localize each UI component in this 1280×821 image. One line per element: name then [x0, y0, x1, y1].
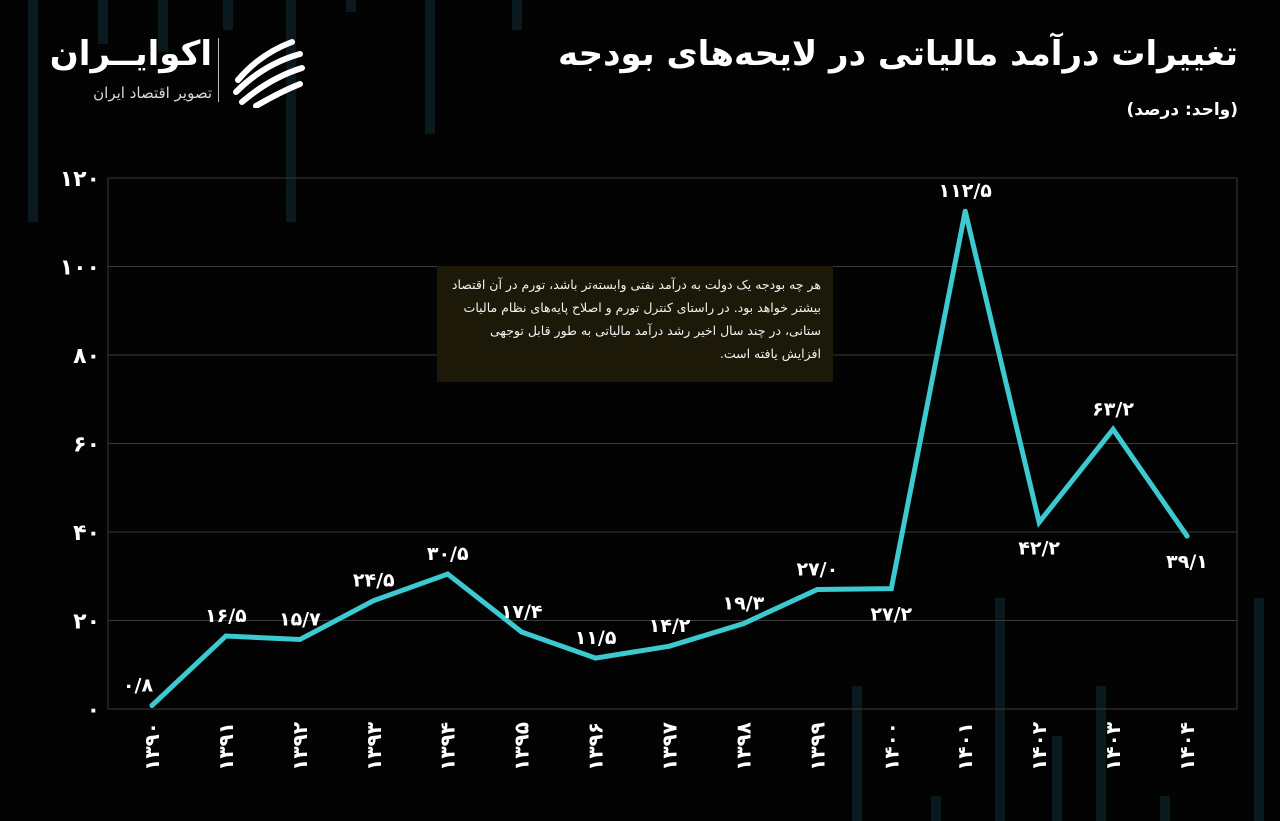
data-point: [740, 621, 746, 627]
data-point: [667, 643, 672, 649]
x-tick-label: ۱۴۰۱: [953, 722, 977, 771]
x-tick-label: ۱۳۹۲: [288, 722, 312, 771]
data-label: ۶۳/۲: [1092, 398, 1134, 420]
x-tick-label: ۱۴۰۳: [1101, 722, 1125, 771]
data-point: [371, 598, 377, 604]
data-point: [1036, 519, 1042, 525]
data-point: [962, 208, 968, 214]
x-tick-label: ۱۳۹۱: [214, 722, 238, 771]
data-point: [297, 637, 303, 643]
data-point: [223, 633, 229, 639]
data-point: [888, 586, 894, 592]
data-point: [1110, 426, 1116, 432]
data-point: [445, 571, 451, 577]
background-bar: [852, 686, 862, 821]
background-bar: [1096, 686, 1106, 821]
unit-label: (واحد: درصد): [1126, 100, 1238, 120]
background-bar: [931, 796, 941, 821]
x-tick-label: ۱۳۹۰: [140, 722, 164, 771]
data-label: ۴۲/۲: [1018, 537, 1060, 559]
x-tick-label: ۱۳۹۶: [584, 722, 608, 771]
x-tick-label: ۱۴۰۲: [1027, 722, 1051, 771]
x-tick-label: ۱۴۰۴: [1175, 722, 1199, 771]
logo-name: اکوایــران: [49, 34, 212, 74]
background-bar: [512, 0, 522, 30]
logo-tagline: تصویر اقتصاد ایران: [93, 84, 212, 102]
page-title: تغییرات درآمد مالیاتی در لایحه‌های بودجه: [557, 34, 1238, 74]
x-tick-label: ۱۳۹۴: [436, 722, 460, 771]
data-label: ۱۴/۲: [649, 615, 691, 637]
data-point: [814, 587, 820, 593]
data-label: ۰/۸: [123, 674, 154, 696]
y-tick-label: ۰: [87, 698, 100, 723]
x-tick-label: ۱۳۹۸: [731, 722, 755, 771]
data-label: ۲۷/۰: [796, 559, 838, 581]
data-label: ۱۱۲/۵: [939, 180, 993, 202]
background-bar: [425, 0, 435, 134]
data-labels: ۰/۸ ۱۶/۵ ۱۵/۷ ۲۴/۵ ۳۰/۵ ۱۷/۴ ۱۱/۵ ۱۴/۲ ۱۹/۳ ۲۷/۰ ۲…: [123, 180, 1208, 696]
background-candlestick-decoration: [28, 0, 1264, 821]
background-bar: [1052, 736, 1062, 821]
data-label: ۳۰/۵: [427, 543, 469, 565]
background-bar: [1160, 796, 1170, 821]
y-tick-label: ۴۰: [73, 521, 100, 546]
background-bar: [158, 0, 168, 52]
data-label: ۱۷/۴: [501, 601, 543, 623]
x-tick-label: ۱۳۹۳: [362, 722, 386, 771]
data-point: [593, 655, 599, 661]
data-label: ۱۱/۵: [575, 627, 617, 649]
data-label: ۲۴/۵: [353, 570, 395, 592]
x-tick-label: ۱۴۰۰: [879, 722, 903, 771]
background-bar: [1254, 598, 1264, 821]
background-bar: [346, 0, 356, 12]
logo: اکوایــران تصویر اقتصاد ایران: [49, 34, 312, 114]
data-label: ۲۷/۲: [870, 604, 912, 626]
data-point: [149, 702, 155, 708]
y-tick-label: ۱۲۰: [60, 167, 100, 192]
annotation-note: هر چه بودجه یک دولت به درآمد نفتی وابسته…: [437, 266, 833, 382]
y-tick-label: ۲۰: [73, 610, 100, 635]
x-tick-label: ۱۳۹۵: [510, 722, 534, 771]
x-tick-label: ۱۳۹۷: [658, 722, 682, 771]
y-tick-label: ۱۰۰: [60, 256, 100, 281]
data-point: [1184, 533, 1190, 539]
data-label: ۱۹/۳: [723, 593, 765, 615]
background-bar: [98, 0, 108, 44]
data-label: ۱۵/۷: [279, 609, 321, 631]
y-tick-label: ۶۰: [73, 433, 100, 458]
background-bar: [286, 0, 296, 222]
x-axis: ۱۳۹۰ ۱۳۹۱ ۱۳۹۲ ۱۳۹۳ ۱۳۹۴ ۱۳۹۵ ۱۳۹۶ ۱۳۹۷ ۱۳۹۸ ۱۳۹۹…: [140, 722, 1199, 771]
data-point: [519, 629, 525, 635]
background-bar: [223, 0, 233, 30]
background-bar: [28, 0, 38, 222]
x-tick-label: ۱۳۹۹: [805, 722, 829, 771]
data-label: ۳۹/۱: [1166, 551, 1208, 573]
logo-divider: [218, 38, 219, 102]
y-tick-label: ۸۰: [73, 344, 100, 369]
data-label: ۱۶/۵: [205, 605, 247, 627]
series-tax-revenue-change: [149, 208, 1190, 708]
y-axis: ۰ ۲۰ ۴۰ ۶۰ ۸۰ ۱۰۰ ۱۲۰: [60, 167, 100, 723]
ecoiran-swirl-icon: [233, 39, 305, 108]
